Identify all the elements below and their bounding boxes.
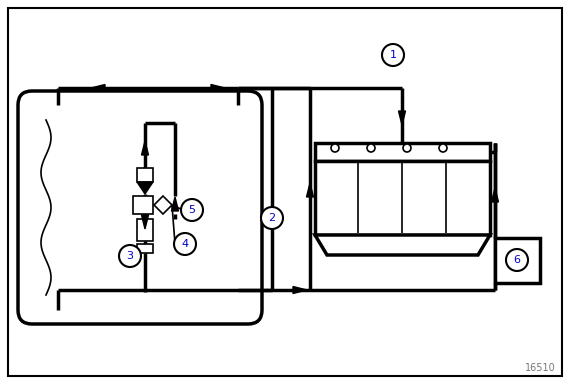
Circle shape bbox=[119, 245, 141, 267]
Text: 3: 3 bbox=[127, 251, 134, 261]
Text: 5: 5 bbox=[188, 205, 195, 215]
Circle shape bbox=[367, 144, 375, 152]
Polygon shape bbox=[492, 188, 498, 202]
Polygon shape bbox=[293, 286, 307, 293]
Bar bbox=[315, 161, 490, 235]
Polygon shape bbox=[142, 141, 148, 155]
Bar bbox=[137, 219, 153, 241]
Text: 4: 4 bbox=[182, 239, 188, 249]
Polygon shape bbox=[307, 183, 313, 197]
Bar bbox=[137, 168, 153, 182]
Bar bbox=[137, 244, 153, 253]
Circle shape bbox=[439, 144, 447, 152]
Circle shape bbox=[382, 44, 404, 66]
Polygon shape bbox=[268, 213, 275, 227]
Polygon shape bbox=[399, 111, 405, 125]
Polygon shape bbox=[142, 215, 148, 229]
Bar bbox=[315, 143, 490, 161]
Polygon shape bbox=[211, 84, 225, 91]
Polygon shape bbox=[171, 197, 179, 211]
Bar bbox=[495, 238, 540, 283]
Polygon shape bbox=[137, 182, 153, 194]
Circle shape bbox=[261, 207, 283, 229]
FancyBboxPatch shape bbox=[18, 91, 262, 324]
Circle shape bbox=[174, 233, 196, 255]
Text: 16510: 16510 bbox=[525, 363, 556, 373]
Text: 6: 6 bbox=[513, 255, 521, 265]
Text: 2: 2 bbox=[268, 213, 276, 223]
Circle shape bbox=[403, 144, 411, 152]
Circle shape bbox=[506, 249, 528, 271]
Polygon shape bbox=[91, 84, 105, 91]
Circle shape bbox=[181, 199, 203, 221]
Bar bbox=[133, 196, 153, 214]
Polygon shape bbox=[154, 196, 172, 214]
Polygon shape bbox=[315, 235, 490, 255]
Circle shape bbox=[331, 144, 339, 152]
Text: 1: 1 bbox=[389, 50, 396, 60]
